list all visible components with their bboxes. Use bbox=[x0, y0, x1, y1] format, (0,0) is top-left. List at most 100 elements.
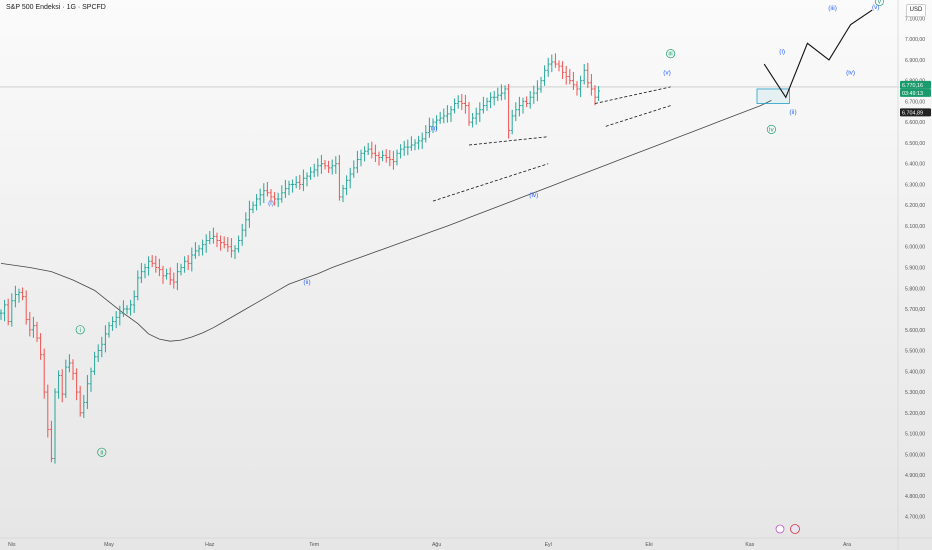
wave-label-text: (iii) bbox=[429, 125, 438, 132]
ohlc-bar bbox=[132, 290, 136, 313]
projection-path bbox=[763, 9, 873, 99]
wave-circle-label bbox=[874, 0, 884, 6]
ohlc-bar bbox=[85, 375, 89, 410]
price-tick-label: 6.500,00 bbox=[905, 141, 925, 147]
ohlc-bar bbox=[471, 113, 475, 128]
ohlc-bar bbox=[467, 101, 471, 126]
ohlc-bar bbox=[352, 160, 356, 178]
ohlc-bar bbox=[474, 107, 478, 125]
ohlc-bar bbox=[377, 151, 381, 166]
ohlc-bar bbox=[247, 200, 251, 228]
price-tick-label: 5.000,00 bbox=[905, 452, 925, 458]
ohlc-bar bbox=[453, 98, 457, 114]
ohlc-bar bbox=[107, 321, 111, 338]
ohlc-bar bbox=[183, 256, 187, 273]
ohlc-bar bbox=[543, 65, 547, 86]
wave-label-text: ii bbox=[100, 449, 103, 456]
ohlc-bar bbox=[546, 57, 550, 77]
moving-average-line bbox=[0, 100, 772, 342]
price-tick-label: 5.200,00 bbox=[905, 411, 925, 417]
ohlc-bar bbox=[136, 270, 140, 301]
ohlc-bar bbox=[67, 354, 71, 373]
ohlc-bar bbox=[395, 149, 399, 166]
ohlc-bar bbox=[129, 299, 133, 316]
wedge-lower-line bbox=[432, 163, 549, 202]
ohlc-bar bbox=[316, 158, 320, 177]
ohlc-bar bbox=[363, 146, 367, 162]
ohlc-bar bbox=[586, 62, 590, 88]
ohlc-bar bbox=[305, 172, 309, 187]
ohlc-bar bbox=[229, 238, 233, 258]
ohlc-bar bbox=[287, 180, 291, 196]
price-tick-label: 5.600,00 bbox=[905, 328, 925, 334]
ohlc-bar bbox=[161, 265, 165, 284]
ohlc-bar bbox=[39, 333, 43, 360]
ohlc-bar bbox=[89, 367, 93, 392]
ohlc-bar bbox=[24, 290, 28, 325]
wave-circle-label bbox=[75, 325, 85, 335]
price-tick-label: 6.400,00 bbox=[905, 162, 925, 168]
ohlc-bar bbox=[226, 237, 230, 252]
ohlc-bar bbox=[150, 255, 154, 268]
ohlc-bar bbox=[492, 91, 496, 106]
ohlc-bar bbox=[211, 227, 215, 244]
time-tick-label: Kas bbox=[745, 542, 754, 548]
ohlc-bar bbox=[186, 255, 190, 270]
ohlc-bar bbox=[17, 288, 21, 303]
ohlc-bar bbox=[21, 287, 25, 301]
countdown-tag: 03:49:13 bbox=[902, 91, 923, 97]
ohlc-bar bbox=[568, 69, 572, 85]
time-tick-label: Ara bbox=[843, 542, 851, 548]
ohlc-bar bbox=[564, 66, 568, 85]
price-tick-label: 5.100,00 bbox=[905, 432, 925, 438]
price-tick-label: 6.100,00 bbox=[905, 224, 925, 230]
ohlc-bar bbox=[463, 94, 467, 114]
wave-label-text: (iii) bbox=[828, 5, 837, 12]
ohlc-bar bbox=[582, 64, 586, 85]
ohlc-bar bbox=[431, 118, 435, 133]
ohlc-bar bbox=[291, 179, 295, 193]
wave-label-text: (iv) bbox=[846, 69, 855, 76]
ohlc-bar bbox=[391, 150, 395, 170]
time-axis: Nis May Haz Tem Ağu Eyl Eki Kas Ara bbox=[8, 524, 851, 548]
ohlc-bar bbox=[460, 93, 464, 111]
ohlc-bar bbox=[442, 108, 446, 124]
target-zone-box bbox=[756, 88, 790, 104]
wave-label-text: iv bbox=[769, 126, 774, 133]
wave-label-text: (iv) bbox=[529, 192, 538, 199]
ohlc-bar bbox=[190, 247, 194, 272]
ohlc-bar bbox=[49, 420, 53, 463]
ohlc-bar bbox=[445, 105, 449, 123]
time-tick-label: Eyl bbox=[545, 542, 552, 548]
price-tick-label: 5.500,00 bbox=[905, 349, 925, 355]
ohlc-bar bbox=[388, 149, 392, 167]
ohlc-bar bbox=[312, 163, 316, 178]
ohlc-bar bbox=[417, 135, 421, 150]
ohlc-bar bbox=[125, 305, 129, 315]
ohlc-bar bbox=[100, 336, 104, 358]
ohlc-bar bbox=[222, 236, 226, 249]
ohlc-bar bbox=[13, 285, 17, 308]
ohlc-bar bbox=[370, 141, 374, 159]
price-tick-label: 6.200,00 bbox=[905, 203, 925, 209]
wave-label-text: (v) bbox=[872, 4, 880, 11]
price-tick-label: 4.700,00 bbox=[905, 515, 925, 521]
ohlc-bar bbox=[345, 175, 349, 196]
wedge2-upper-line bbox=[594, 86, 671, 104]
wave-circle-label bbox=[97, 447, 107, 457]
wave-label-text: (i) bbox=[268, 200, 274, 207]
wave-label-text: (v) bbox=[663, 69, 671, 76]
currency-button[interactable]: USD bbox=[906, 4, 926, 17]
price-tick-label: 7.000,00 bbox=[905, 37, 925, 43]
ohlc-bar bbox=[413, 139, 417, 151]
ohlc-bar bbox=[348, 167, 352, 189]
time-tick-label: Ağu bbox=[432, 542, 441, 548]
ohlc-bar bbox=[28, 311, 32, 337]
price-axis: 7.100,007.000,006.900,006.800,006.700,00… bbox=[900, 16, 931, 521]
countdown-tag-bg bbox=[900, 88, 931, 97]
ohlc-bar bbox=[42, 348, 46, 399]
ohlc-bar bbox=[121, 300, 125, 317]
ma-value-tag-bg bbox=[900, 108, 931, 117]
